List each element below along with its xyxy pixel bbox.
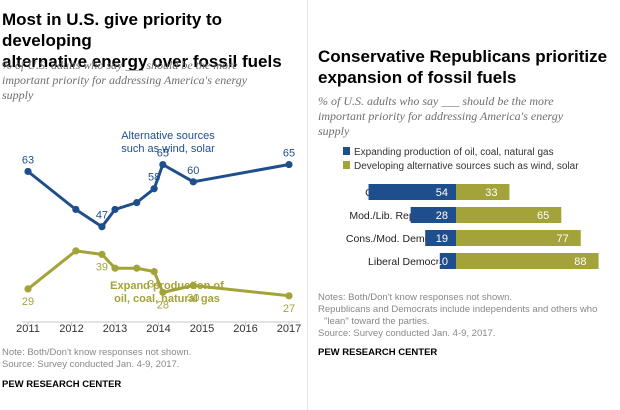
right-notes-line4: Source: Survey conducted Jan. 4-9, 2017.	[318, 328, 496, 339]
x-tick-label: 2016	[233, 323, 257, 335]
x-tick-label: 2013	[103, 323, 127, 335]
x-tick-label: 2012	[59, 323, 83, 335]
left-title-line2: alternative energy over fossil fuels	[2, 52, 282, 71]
right-subtitle-line1: % of U.S. adults who say ___ should be t…	[318, 94, 554, 108]
x-tick-label: 2014	[146, 323, 170, 335]
series-label-alternative: such as wind, solar	[121, 143, 215, 155]
bar-segment-fossil	[425, 230, 456, 246]
data-label: 39	[96, 261, 108, 273]
bar-segment-fossil	[439, 253, 456, 269]
right-subtitle: % of U.S. adults who say ___ should be t…	[318, 94, 563, 139]
left-notes-line1: Note: Both/Don't know responses not show…	[2, 347, 192, 358]
series-label-alternative: Alternative sources	[121, 130, 215, 142]
right-subtitle-line3: supply	[318, 124, 350, 138]
bar-segment-alternative	[456, 207, 562, 223]
data-label: 58	[148, 172, 160, 184]
x-tick-label: 2017	[277, 323, 301, 335]
right-panel: Conservative Republicans prioritize expa…	[308, 0, 620, 410]
data-label: 65	[283, 148, 295, 160]
left-subtitle: % of U.S. adults who say ___ should be t…	[2, 58, 247, 103]
panel-divider	[307, 0, 308, 410]
data-label: 29	[22, 296, 34, 308]
left-title: Most in U.S. give priority to developing…	[2, 9, 307, 72]
left-panel: Most in U.S. give priority to developing…	[0, 0, 307, 410]
bar-value-fossil: 10	[436, 256, 448, 268]
series-label-fossil: Expand production of	[110, 280, 224, 292]
data-label: 34	[148, 279, 160, 291]
bar-segment-alternative	[456, 253, 599, 269]
bar-value-alternative: 65	[537, 210, 549, 222]
data-point	[285, 292, 293, 300]
right-title-line1: Conservative Republicans prioritize	[318, 47, 608, 66]
data-point	[98, 223, 106, 231]
data-point	[159, 160, 167, 169]
x-tick-label: 2015	[190, 323, 214, 335]
legend-swatch	[343, 147, 350, 155]
line-chart: 2011 2012 2013 2014 2015 2016 2017 63 47 58 65 60 65…	[16, 130, 301, 335]
legend-label: Expanding production of oil, coal, natur…	[354, 147, 554, 158]
data-point	[150, 268, 158, 276]
data-label: 65	[157, 148, 169, 160]
right-notes-line3: "lean" toward the parties.	[324, 316, 430, 327]
bar-segment-fossil	[410, 207, 456, 223]
data-label: 60	[187, 165, 199, 177]
x-tick-label: 2011	[16, 323, 40, 335]
bar-value-fossil: 54	[436, 187, 448, 199]
right-notes-line2: Republicans and Democrats include indepe…	[318, 304, 598, 315]
left-subtitle-line3: supply	[2, 88, 34, 102]
bar-value-fossil: 28	[436, 210, 448, 222]
bar-segment-fossil	[368, 184, 456, 200]
left-notes-line2: Source: Survey conducted Jan. 4-9, 2017.	[2, 359, 180, 370]
data-point	[111, 205, 119, 214]
data-label: 47	[96, 210, 108, 222]
right-brand: PEW RESEARCH CENTER	[318, 347, 438, 358]
data-point	[133, 264, 141, 272]
data-label: 27	[283, 303, 295, 315]
bar-chart: Expanding production of oil, coal, natur…	[343, 147, 599, 269]
legend-swatch	[343, 161, 350, 169]
data-point	[72, 247, 80, 255]
legend-label: Developing alternative sources such as w…	[354, 161, 579, 172]
bar-value-alternative: 77	[556, 233, 568, 245]
data-label: 28	[157, 299, 169, 311]
left-brand: PEW RESEARCH CENTER	[2, 379, 122, 390]
data-point	[159, 288, 167, 296]
data-point	[189, 281, 197, 290]
data-point	[150, 185, 158, 193]
data-point	[24, 285, 32, 293]
data-point	[98, 250, 106, 258]
bar-value-alternative: 33	[485, 187, 497, 199]
right-notes: Notes: Both/Don't know responses not sho…	[318, 292, 597, 340]
data-label: 30	[187, 292, 199, 304]
left-notes: Note: Both/Don't know responses not show…	[2, 347, 191, 371]
right-notes-line1: Notes: Both/Don't know responses not sho…	[318, 292, 513, 303]
right-title-line2: expansion of fossil fuels	[318, 68, 517, 87]
right-title: Conservative Republicans prioritize expa…	[318, 46, 607, 88]
data-point	[189, 178, 197, 186]
category-label: Cons./Mod. Democrat	[346, 233, 448, 245]
bar-value-alternative: 88	[574, 256, 586, 268]
category-label: Liberal Democrat	[368, 256, 448, 268]
data-point	[133, 198, 141, 207]
left-subtitle-line1: % of U.S. adults who say ___ should be t…	[2, 58, 238, 72]
bar-segment-alternative	[456, 230, 581, 246]
left-subtitle-line2: important priority for addressing Americ…	[2, 73, 248, 87]
data-point	[111, 264, 119, 272]
data-point	[24, 167, 32, 176]
data-point	[285, 160, 293, 169]
bar-value-fossil: 19	[436, 233, 448, 245]
data-point	[72, 205, 80, 214]
left-title-line1: Most in U.S. give priority to developing	[2, 10, 223, 50]
data-label: 63	[22, 154, 34, 166]
bar-segment-alternative	[456, 184, 510, 200]
right-subtitle-line2: important priority for addressing Americ…	[318, 109, 564, 123]
series-label-fossil: oil, coal, natural gas	[114, 293, 220, 305]
